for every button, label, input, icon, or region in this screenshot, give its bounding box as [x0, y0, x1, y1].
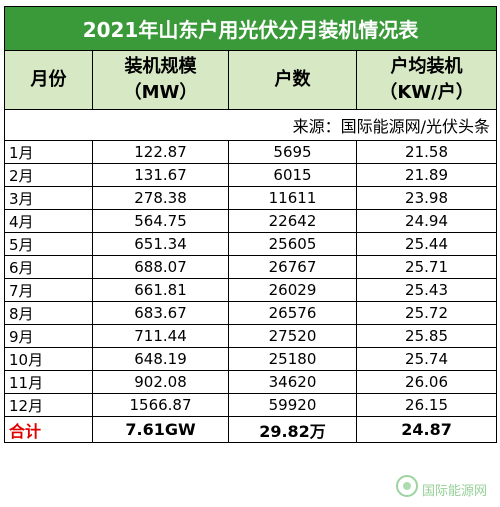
- households-cell: 6015: [228, 163, 357, 187]
- table-row: 1月 122.87 5695 21.58: [4, 140, 498, 164]
- capacity-cell: 661.81: [92, 278, 229, 302]
- source-row: 来源：国际能源网/光伏头条: [3, 109, 498, 141]
- average-cell: 21.89: [355, 163, 498, 187]
- capacity-cell: 651.34: [92, 232, 229, 256]
- data-table-container: 2021年山东户用光伏分月装机情况表 月份 装机规模 （MW） 户数 户均装机 …: [3, 6, 498, 443]
- capacity-cell: 688.07: [92, 255, 229, 279]
- header-capacity-line2: （MW）: [123, 82, 198, 103]
- capacity-cell: 902.08: [92, 370, 229, 394]
- table-row: 4月 564.75 22642 24.94: [4, 209, 498, 233]
- capacity-cell: 564.75: [92, 209, 229, 233]
- capacity-cell: 683.67: [92, 301, 229, 325]
- watermark-logo: 国际能源网: [386, 474, 496, 504]
- total-row: 合计 7.61GW 29.82万 24.87: [4, 416, 498, 443]
- pv-installation-table: 2021年山东户用光伏分月装机情况表 月份 装机规模 （MW） 户数 户均装机 …: [3, 6, 498, 443]
- month-cell: 9月: [4, 324, 93, 348]
- header-average-line1: 户均装机: [390, 56, 463, 77]
- table-row: 9月 711.44 27520 25.85: [4, 324, 498, 348]
- month-cell: 5月: [4, 232, 93, 256]
- header-month: 月份: [4, 50, 93, 110]
- average-cell: 25.74: [355, 347, 498, 371]
- watermark-text: 国际能源网: [422, 484, 488, 499]
- month-cell: 7月: [4, 278, 93, 302]
- average-cell: 25.85: [355, 324, 498, 348]
- households-cell: 59920: [228, 393, 357, 417]
- table-row: 10月 648.19 25180 25.74: [4, 347, 498, 371]
- average-cell: 23.98: [355, 186, 498, 210]
- capacity-cell: 278.38: [92, 186, 229, 210]
- watermark-circle-icon: [396, 475, 418, 497]
- average-cell: 25.72: [355, 301, 498, 325]
- households-cell: 26576: [228, 301, 357, 325]
- average-cell: 21.58: [355, 140, 498, 164]
- table-row: 6月 688.07 26767 25.71: [4, 255, 498, 279]
- capacity-cell: 711.44: [92, 324, 229, 348]
- header-capacity-line1: 装机规模: [124, 56, 197, 77]
- source-note: 来源：国际能源网/光伏头条: [3, 109, 498, 141]
- header-average-line2: （KW/户）: [379, 82, 474, 103]
- households-cell: 25180: [228, 347, 357, 371]
- households-cell: 25605: [228, 232, 357, 256]
- total-label: 合计: [4, 416, 93, 443]
- month-cell: 11月: [4, 370, 93, 394]
- month-cell: 4月: [4, 209, 93, 233]
- table-title: 2021年山东户用光伏分月装机情况表: [3, 6, 498, 51]
- month-cell: 1月: [4, 140, 93, 164]
- month-cell: 2月: [4, 163, 93, 187]
- capacity-cell: 1566.87: [92, 393, 229, 417]
- households-cell: 26767: [228, 255, 357, 279]
- households-cell: 26029: [228, 278, 357, 302]
- month-cell: 10月: [4, 347, 93, 371]
- month-cell: 12月: [4, 393, 93, 417]
- average-cell: 24.94: [355, 209, 498, 233]
- capacity-cell: 122.87: [92, 140, 229, 164]
- average-cell: 25.71: [355, 255, 498, 279]
- month-cell: 8月: [4, 301, 93, 325]
- households-cell: 22642: [228, 209, 357, 233]
- month-cell: 3月: [4, 186, 93, 210]
- average-cell: 25.44: [355, 232, 498, 256]
- table-row: 5月 651.34 25605 25.44: [4, 232, 498, 256]
- table-row: 12月 1566.87 59920 26.15: [4, 393, 498, 417]
- total-households: 29.82万: [228, 416, 357, 443]
- households-cell: 27520: [228, 324, 357, 348]
- table-row: 8月 683.67 26576 25.72: [4, 301, 498, 325]
- total-average: 24.87: [355, 416, 498, 443]
- table-row: 11月 902.08 34620 26.06: [4, 370, 498, 394]
- header-row: 月份 装机规模 （MW） 户数 户均装机 （KW/户）: [4, 50, 498, 110]
- table-row: 7月 661.81 26029 25.43: [4, 278, 498, 302]
- table-row: 2月 131.67 6015 21.89: [4, 163, 498, 187]
- average-cell: 26.15: [355, 393, 498, 417]
- average-cell: 26.06: [355, 370, 498, 394]
- table-row: 3月 278.38 11611 23.98: [4, 186, 498, 210]
- total-capacity: 7.61GW: [92, 416, 229, 443]
- header-households: 户数: [228, 50, 357, 110]
- capacity-cell: 648.19: [92, 347, 229, 371]
- header-capacity: 装机规模 （MW）: [92, 50, 229, 110]
- capacity-cell: 131.67: [92, 163, 229, 187]
- households-cell: 11611: [228, 186, 357, 210]
- month-cell: 6月: [4, 255, 93, 279]
- header-average: 户均装机 （KW/户）: [355, 50, 498, 110]
- average-cell: 25.43: [355, 278, 498, 302]
- households-cell: 34620: [228, 370, 357, 394]
- households-cell: 5695: [228, 140, 357, 164]
- title-row: 2021年山东户用光伏分月装机情况表: [3, 6, 498, 51]
